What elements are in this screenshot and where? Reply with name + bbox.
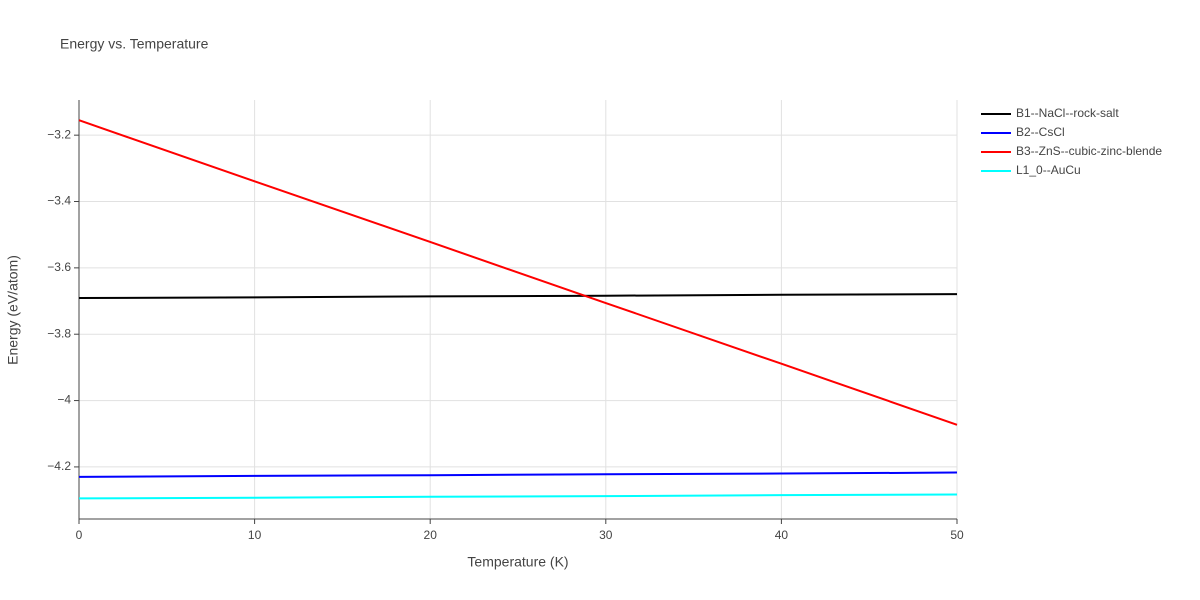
- y-tick-label: −4.2: [47, 459, 71, 473]
- x-tick-label: 0: [76, 528, 83, 542]
- series-line: [78, 293, 958, 300]
- chart-title: Energy vs. Temperature: [60, 36, 209, 52]
- x-axis-title: Temperature (K): [467, 554, 568, 570]
- legend-label[interactable]: L1_0--AuCu: [1016, 163, 1081, 177]
- y-tick-label: −3.6: [47, 260, 71, 274]
- series-line: [78, 493, 958, 500]
- x-tick-label: 20: [424, 528, 438, 542]
- legend-label[interactable]: B2--CsCl: [1016, 125, 1065, 139]
- x-tick-label: 40: [775, 528, 789, 542]
- legend-label[interactable]: B3--ZnS--cubic-zinc-blende: [1016, 144, 1162, 158]
- y-tick-label: −3.4: [47, 194, 71, 208]
- y-tick-label: −3.2: [47, 127, 71, 141]
- y-axis-title: Energy (eV/atom): [5, 255, 21, 365]
- legend-label[interactable]: B1--NaCl--rock-salt: [1016, 106, 1119, 120]
- x-tick-label: 50: [950, 528, 964, 542]
- y-tick-label: −4: [57, 393, 71, 407]
- series-line: [78, 471, 958, 478]
- x-tick-label: 30: [599, 528, 613, 542]
- y-tick-label: −3.8: [47, 326, 71, 340]
- series-line: [78, 119, 958, 426]
- x-tick-label: 10: [248, 528, 262, 542]
